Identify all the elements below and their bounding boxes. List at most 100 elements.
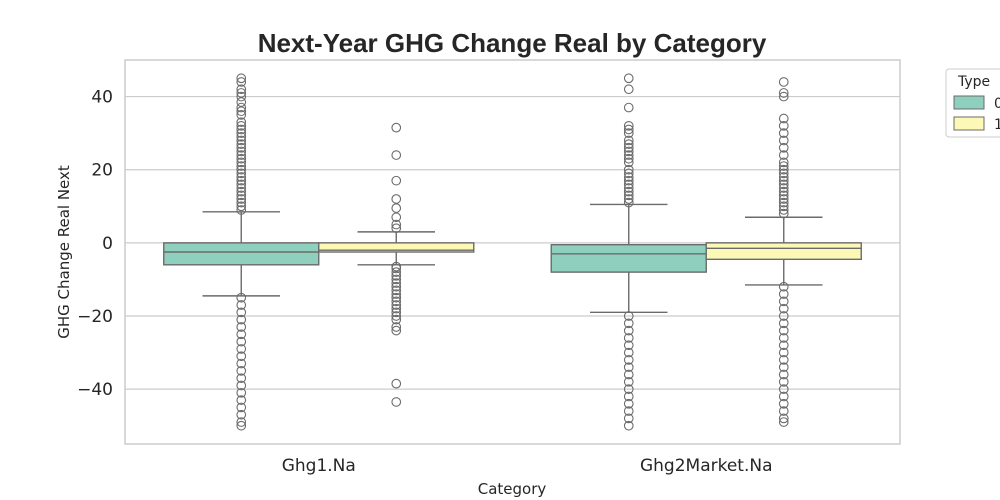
- outlier-point: [623, 318, 634, 329]
- outlier-point: [236, 314, 247, 325]
- outlier-point: [623, 391, 634, 402]
- outlier-point: [778, 183, 789, 193]
- outlier-point: [236, 395, 247, 405]
- outlier-point: [391, 325, 402, 336]
- outlier-point: [391, 219, 402, 230]
- outlier-point: [778, 355, 789, 365]
- outlier-point: [391, 263, 402, 274]
- outlier-point: [623, 347, 634, 358]
- outlier-point: [623, 73, 634, 84]
- outlier-point: [778, 179, 789, 190]
- outlier-point: [236, 329, 247, 340]
- outlier-point: [623, 398, 634, 409]
- outlier-point: [623, 153, 634, 164]
- outlier-point: [236, 124, 247, 135]
- legend-swatch: [953, 116, 985, 131]
- outlier-point: [623, 413, 634, 424]
- outlier-point: [778, 406, 789, 416]
- outlier-point: [778, 318, 789, 329]
- outlier-point: [778, 391, 789, 402]
- outlier-point: [236, 131, 247, 142]
- outlier-point: [623, 369, 634, 380]
- outlier-point: [236, 351, 247, 362]
- outlier-point: [623, 135, 634, 146]
- outlier-point: [236, 417, 247, 427]
- outlier-point: [391, 307, 402, 318]
- outlier-point: [391, 311, 402, 321]
- outlier-point: [778, 128, 789, 138]
- outlier-point: [236, 307, 247, 318]
- outlier-point: [778, 88, 789, 98]
- outlier-point: [623, 142, 634, 153]
- outlier-point: [236, 110, 247, 120]
- outlier-point: [391, 278, 402, 288]
- outlier-point: [623, 146, 634, 157]
- outlier-point: [391, 267, 402, 277]
- outlier-point: [623, 406, 634, 416]
- outlier-point: [778, 340, 789, 351]
- legend-title: Type: [957, 74, 990, 90]
- outlier-point: [623, 183, 634, 193]
- outlier-point: [236, 409, 247, 420]
- outlier-point: [623, 175, 634, 186]
- outlier-point: [236, 153, 247, 164]
- outlier-point: [778, 172, 789, 182]
- boxes: [163, 203, 862, 314]
- outlier-point: [778, 150, 789, 160]
- outlier-point: [778, 289, 789, 299]
- y-tick-label: 0: [102, 234, 113, 254]
- outlier-point: [778, 197, 789, 208]
- outlier-point: [623, 164, 634, 175]
- outlier-point: [623, 340, 634, 351]
- outlier-point: [391, 223, 402, 234]
- outlier-point: [778, 77, 789, 87]
- y-axis-label: GHG Change Real Next: [55, 165, 73, 339]
- outlier-point: [236, 150, 247, 160]
- outlier-point: [236, 420, 247, 431]
- outlier-point: [236, 157, 247, 168]
- outlier-point: [778, 413, 789, 424]
- outlier-point: [778, 311, 789, 321]
- outlier-point: [236, 336, 247, 347]
- chart-title: Next-Year GHG Change Real by Category: [258, 28, 767, 58]
- outlier-point: [236, 183, 247, 193]
- x-axis-label: Category: [478, 480, 547, 498]
- box-Ghg2Market.Na-type-1: [705, 216, 862, 286]
- outlier-point: [236, 120, 247, 131]
- outlier-point: [623, 120, 634, 131]
- outlier-point: [236, 164, 247, 175]
- outlier-point: [391, 194, 402, 204]
- outlier-point: [236, 322, 247, 332]
- outlier-point: [623, 333, 634, 343]
- outlier-point: [778, 194, 789, 204]
- outlier-point: [236, 201, 247, 212]
- outlier-point: [236, 197, 247, 208]
- outlier-point: [778, 333, 789, 343]
- outlier-point: [236, 292, 247, 303]
- outlier-point: [778, 135, 789, 146]
- outlier-point: [391, 322, 402, 332]
- outlier-point: [236, 161, 247, 171]
- outlier-point: [236, 194, 247, 204]
- outlier-point: [391, 289, 402, 299]
- outlier-point: [391, 378, 402, 389]
- outlier-point: [391, 175, 402, 186]
- outlier-point: [778, 369, 789, 380]
- outlier-point: [236, 146, 247, 157]
- outlier-point: [778, 186, 789, 197]
- outlier-point: [236, 84, 247, 95]
- outlier-point: [236, 139, 247, 149]
- y-tick-label: −40: [77, 380, 113, 400]
- outlier-point: [391, 150, 402, 160]
- outlier-point: [623, 325, 634, 336]
- outlier-point: [778, 208, 789, 219]
- outlier-point: [623, 186, 634, 197]
- outliers: [236, 73, 789, 431]
- box-iqr: [550, 243, 707, 273]
- outlier-point: [391, 122, 402, 133]
- outlier-point: [778, 281, 789, 292]
- outlier-point: [623, 197, 634, 208]
- outlier-point: [778, 296, 789, 307]
- outlier-point: [623, 139, 634, 149]
- outlier-point: [236, 88, 247, 98]
